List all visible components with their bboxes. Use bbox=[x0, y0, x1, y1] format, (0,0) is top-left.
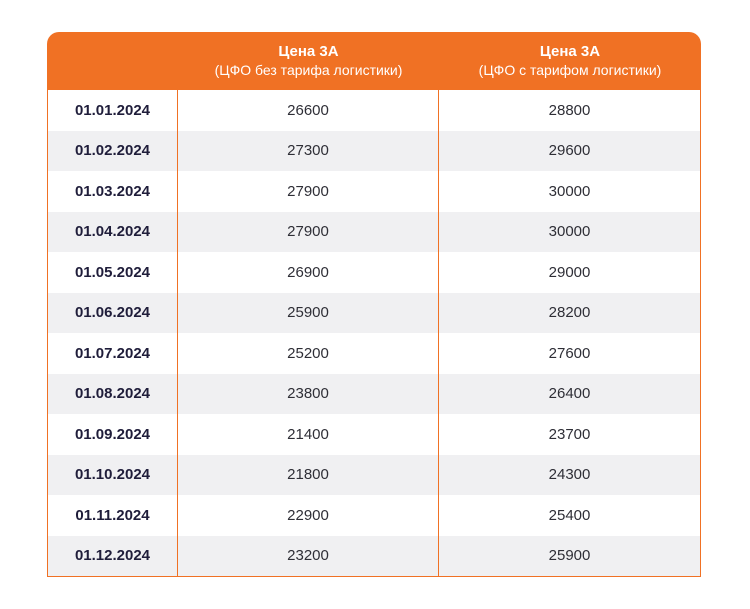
date-cell: 01.04.2024 bbox=[48, 211, 178, 252]
price-without-logistics-cell: 25200 bbox=[178, 333, 439, 374]
price-with-logistics-cell: 27600 bbox=[548, 344, 591, 362]
header-title: Цена 3А bbox=[278, 43, 339, 60]
date-cell: 01.03.2024 bbox=[48, 171, 178, 212]
price-table: Цена 3А (ЦФО без тарифа логистики) Цена … bbox=[47, 32, 701, 577]
header-price-without-logistics: Цена 3А (ЦФО без тарифа логистики) bbox=[178, 32, 439, 90]
price-without-logistics-cell: 27300 bbox=[178, 130, 439, 171]
table-row: 01.06.2024 25900 28200 bbox=[48, 292, 700, 333]
table-row: 01.05.2024 26900 29000 bbox=[48, 252, 700, 293]
price-without-logistics-cell: 21800 bbox=[178, 454, 439, 495]
table-row: 01.03.2024 27900 30000 bbox=[48, 171, 700, 212]
header-subtitle: (ЦФО без тарифа логистики) bbox=[214, 62, 403, 78]
price-with-logistics-cell: 25900 bbox=[548, 547, 591, 565]
header-title: Цена 3А bbox=[539, 43, 601, 60]
date-cell: 01.01.2024 bbox=[48, 90, 178, 131]
price-without-logistics-cell: 21400 bbox=[178, 414, 439, 455]
date-cell: 01.09.2024 bbox=[48, 414, 178, 455]
price-without-logistics-cell: 23200 bbox=[178, 535, 439, 576]
price-without-logistics-cell: 26600 bbox=[178, 90, 439, 131]
table-row: 01.10.2024 21800 24300 bbox=[48, 454, 700, 495]
table-row: 01.01.2024 26600 28800 bbox=[48, 90, 700, 131]
table-body: 01.01.2024 26600 28800 01.02.2024 27300 29600… bbox=[47, 90, 701, 577]
table-row: 01.12.2024 23200 25900 bbox=[48, 535, 700, 576]
price-with-logistics-cell: 25400 bbox=[548, 506, 591, 524]
table-row: 01.02.2024 27300 29600 bbox=[48, 130, 700, 171]
price-with-logistics-cell: 28800 bbox=[548, 101, 591, 119]
price-with-logistics-cell: 23700 bbox=[548, 425, 591, 443]
price-with-logistics-cell: 26400 bbox=[548, 385, 591, 403]
price-without-logistics-cell: 27900 bbox=[178, 211, 439, 252]
date-cell: 01.07.2024 bbox=[48, 333, 178, 374]
price-without-logistics-cell: 27900 bbox=[178, 171, 439, 212]
price-without-logistics-cell: 25900 bbox=[178, 292, 439, 333]
header-date-column bbox=[47, 32, 178, 90]
price-with-logistics-cell: 30000 bbox=[548, 182, 591, 200]
date-cell: 01.06.2024 bbox=[48, 292, 178, 333]
date-cell: 01.08.2024 bbox=[48, 373, 178, 414]
price-without-logistics-cell: 22900 bbox=[178, 495, 439, 536]
price-with-logistics-cell: 24300 bbox=[548, 466, 591, 484]
price-without-logistics-cell: 26900 bbox=[178, 252, 439, 293]
date-cell: 01.10.2024 bbox=[48, 454, 178, 495]
table-row: 01.08.2024 23800 26400 bbox=[48, 373, 700, 414]
price-with-logistics-cell: 29600 bbox=[548, 142, 591, 160]
table-row: 01.04.2024 27900 30000 bbox=[48, 211, 700, 252]
table-row: 01.11.2024 22900 25400 bbox=[48, 495, 700, 536]
table-row: 01.09.2024 21400 23700 bbox=[48, 414, 700, 455]
table-row: 01.07.2024 25200 27600 bbox=[48, 333, 700, 374]
date-cell: 01.12.2024 bbox=[48, 535, 178, 576]
date-cell: 01.11.2024 bbox=[48, 495, 178, 536]
table-header: Цена 3А (ЦФО без тарифа логистики) Цена … bbox=[47, 32, 701, 90]
header-price-with-logistics: Цена 3А (ЦФО с тарифом логистики) bbox=[439, 32, 701, 90]
price-with-logistics-cell: 30000 bbox=[548, 223, 591, 241]
date-cell: 01.02.2024 bbox=[48, 130, 178, 171]
header-subtitle: (ЦФО с тарифом логистики) bbox=[478, 62, 662, 78]
price-without-logistics-cell: 23800 bbox=[178, 373, 439, 414]
date-cell: 01.05.2024 bbox=[48, 252, 178, 293]
price-with-logistics-cell: 29000 bbox=[548, 263, 591, 281]
price-with-logistics-cell: 28200 bbox=[548, 304, 591, 322]
